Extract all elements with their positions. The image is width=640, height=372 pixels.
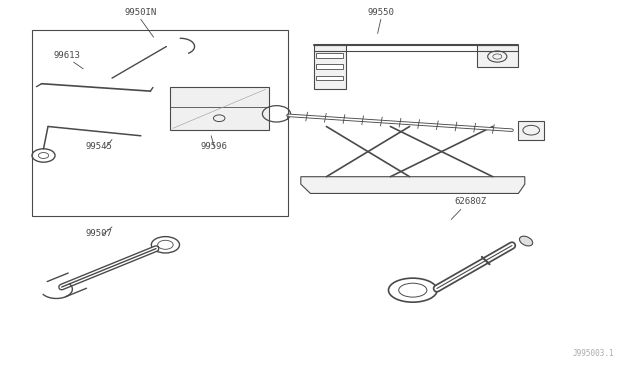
- Bar: [477, 45, 518, 67]
- Ellipse shape: [520, 236, 532, 246]
- Bar: [314, 45, 346, 89]
- Bar: [316, 64, 343, 69]
- Bar: [316, 53, 343, 58]
- Bar: [170, 87, 269, 130]
- Text: 99550: 99550: [367, 8, 394, 17]
- Text: 99545: 99545: [86, 142, 113, 151]
- Bar: [32, 30, 288, 216]
- Text: 99507: 99507: [86, 229, 113, 238]
- Text: J995003.1: J995003.1: [573, 349, 614, 358]
- Text: 99613: 99613: [54, 51, 81, 60]
- Text: 99596: 99596: [201, 142, 228, 151]
- Bar: [518, 121, 544, 140]
- Text: 9950IN: 9950IN: [125, 8, 157, 17]
- Polygon shape: [301, 177, 525, 193]
- Bar: [316, 76, 343, 80]
- Text: 62680Z: 62680Z: [454, 198, 486, 206]
